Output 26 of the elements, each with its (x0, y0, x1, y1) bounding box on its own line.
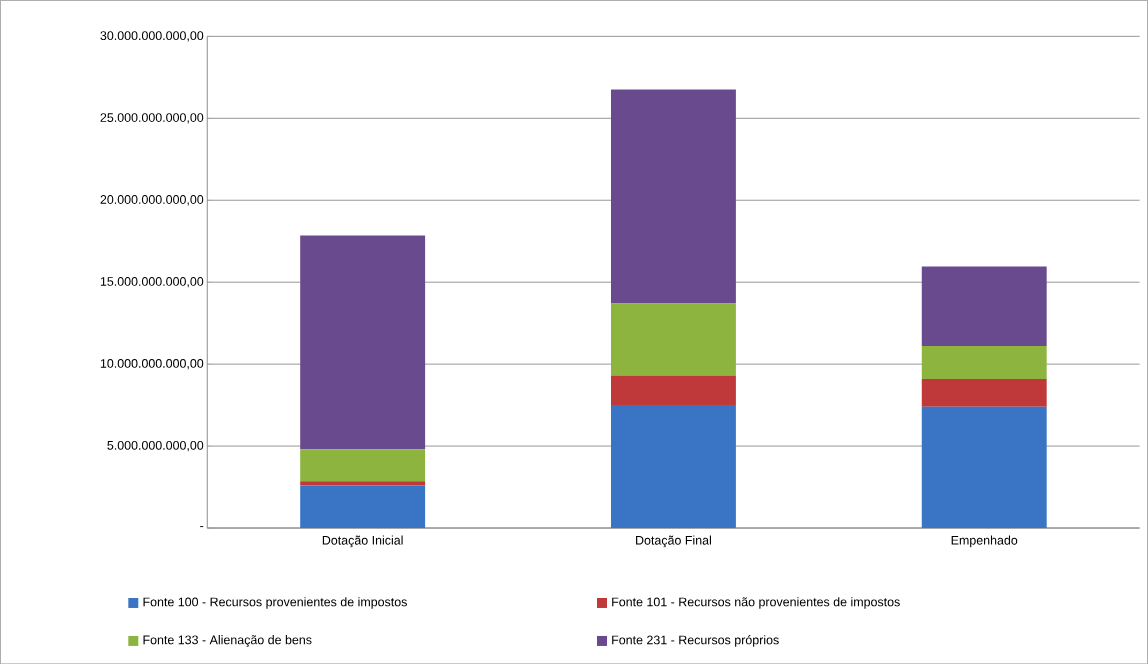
bar (610, 375, 736, 405)
legend-label: Fonte 100 - Recursos provenientes de impostos (143, 597, 407, 609)
y-tick-label: 5.000.000.000,00 (107, 440, 204, 452)
bar (610, 303, 736, 376)
legend-label: Fonte 133 - Alienação de bens (143, 634, 312, 647)
bar (921, 406, 1047, 528)
y-tick-label: - (200, 525, 204, 527)
legend-label: Fonte 231 - Recursos próprios (612, 634, 779, 647)
x-tick-label: Empenhado (951, 535, 1018, 547)
bar (300, 485, 426, 528)
y-tick-label: 30.000.000.000,00 (100, 31, 204, 42)
y-tick-label: 25.000.000.000,00 (100, 113, 204, 124)
bar (300, 481, 426, 486)
bar (921, 378, 1047, 407)
bar (921, 345, 1047, 379)
y-tick-label: 15.000.000.000,00 (100, 276, 204, 288)
bar (300, 235, 426, 450)
bar (610, 404, 736, 528)
x-tick-label: Dotação Inicial (322, 535, 403, 548)
legend-label: Fonte 101 - Recursos não provenientes de impostos (612, 597, 900, 609)
bar (300, 449, 426, 482)
bar (610, 89, 736, 304)
x-tick-label: Dotação Final (636, 535, 711, 548)
bar (921, 266, 1047, 346)
y-tick-label: 10.000.000.000,00 (100, 358, 204, 370)
y-tick-label: 20.000.000.000,00 (100, 194, 204, 206)
